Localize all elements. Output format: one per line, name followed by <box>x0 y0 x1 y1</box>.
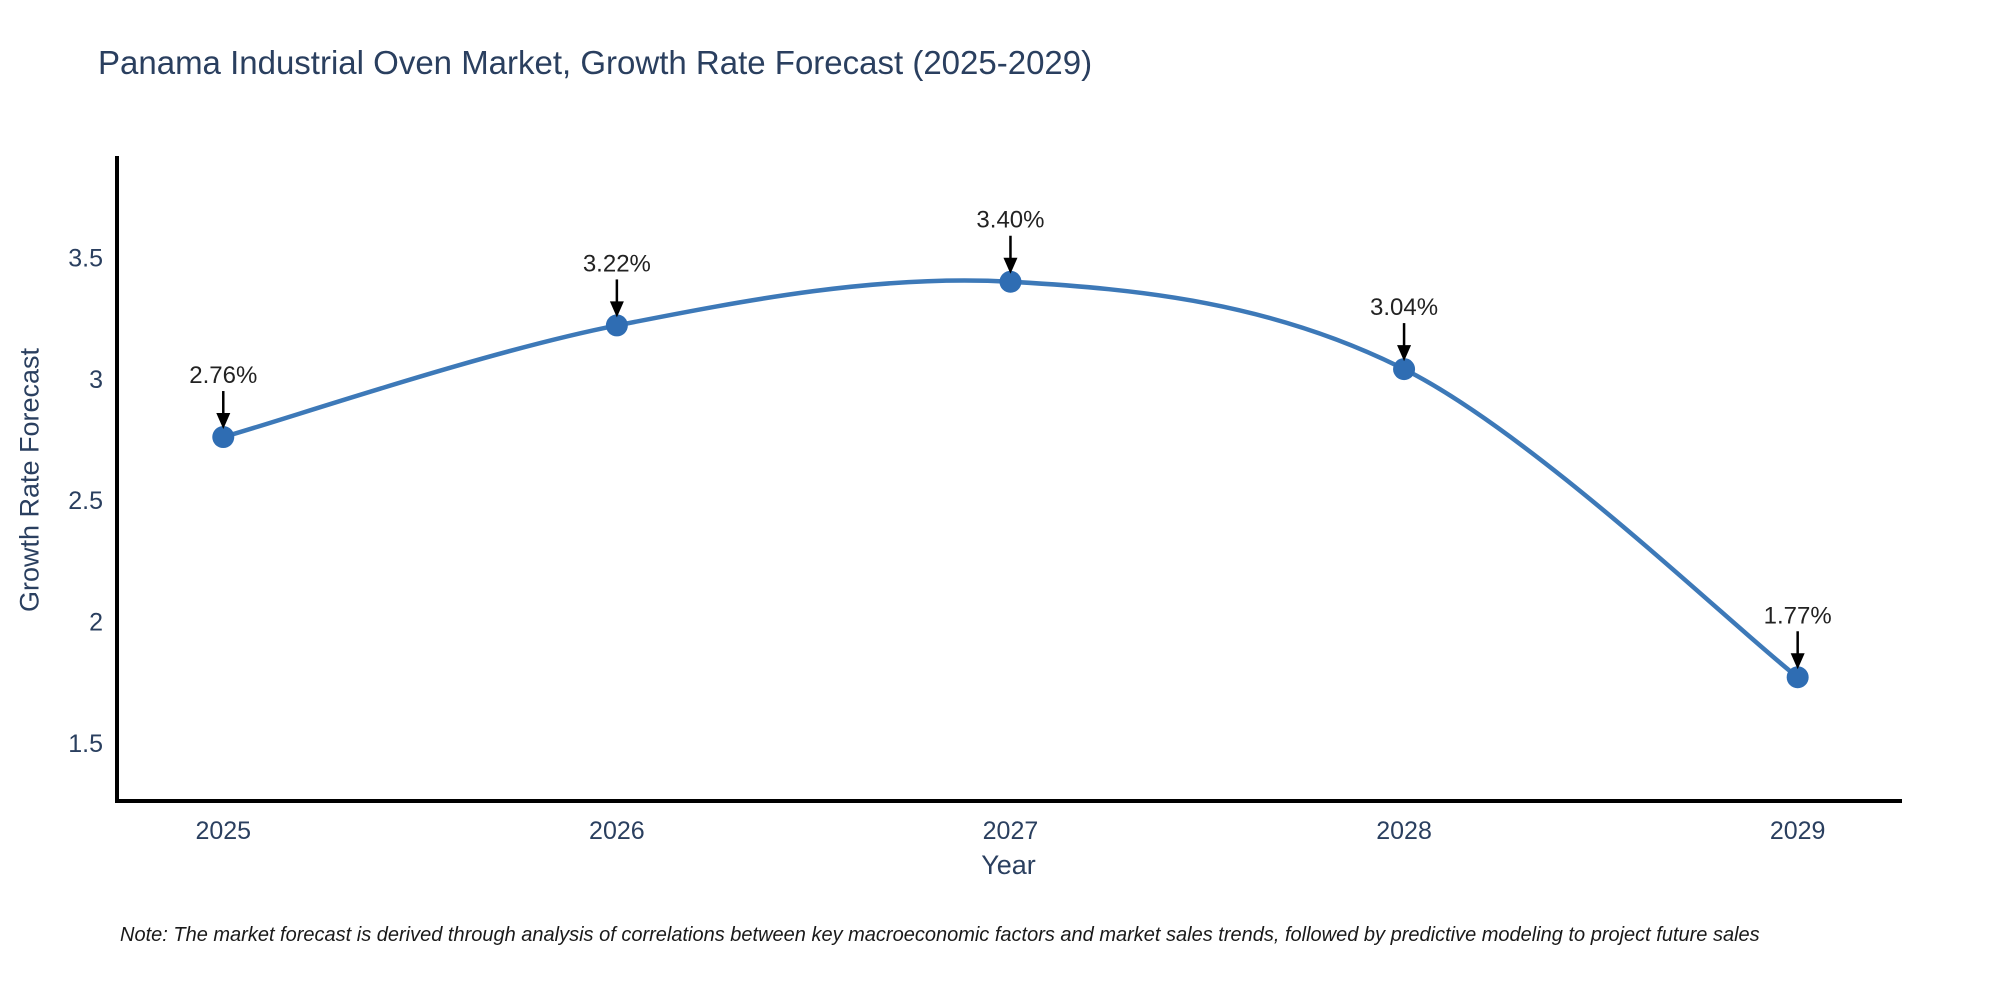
y-tick-label: 2.5 <box>68 487 103 515</box>
y-tick-label: 2 <box>89 608 103 636</box>
annotations: 2.76% 3.22% 3.40% 3.04% 1.77% <box>189 207 1832 670</box>
footnote: Note: The market forecast is derived thr… <box>120 924 1760 946</box>
x-tick-label: 2027 <box>983 817 1039 845</box>
annotation-arrowhead <box>1790 653 1805 670</box>
data-point-markers <box>212 270 1809 689</box>
annotation: 3.04% <box>1370 294 1438 362</box>
chart-title: Panama Industrial Oven Market, Growth Ra… <box>98 44 1093 81</box>
annotation-label: 1.77% <box>1764 602 1832 629</box>
y-axis-ticks: 1.5 2 2.5 3 3.5 <box>68 244 103 757</box>
y-tick-label: 3 <box>89 366 103 394</box>
annotation: 3.22% <box>583 250 651 318</box>
x-tick-label: 2029 <box>1770 817 1826 845</box>
axis-lines <box>115 156 1902 803</box>
x-axis-ticks: 2025 2026 2027 2028 2029 <box>195 817 1825 845</box>
annotation-label: 3.22% <box>583 250 651 277</box>
annotation-arrowhead <box>609 301 624 318</box>
x-axis-title: Year <box>981 850 1036 880</box>
data-point-marker <box>212 426 235 449</box>
data-point-marker <box>605 314 628 337</box>
data-point-marker <box>999 270 1022 293</box>
annotation-arrowhead <box>1397 345 1412 362</box>
annotation-arrowhead <box>1003 257 1018 274</box>
x-tick-label: 2025 <box>195 817 251 845</box>
annotation: 3.40% <box>976 207 1044 274</box>
y-axis-title: Growth Rate Forecast <box>14 347 45 613</box>
annotation: 1.77% <box>1764 602 1832 670</box>
y-tick-label: 1.5 <box>68 730 103 758</box>
annotation-arrowhead <box>216 413 231 430</box>
data-point-marker <box>1393 358 1416 381</box>
annotation-label: 3.04% <box>1370 294 1438 321</box>
annotation-label: 2.76% <box>189 362 257 389</box>
data-point-marker <box>1786 666 1809 689</box>
y-tick-label: 3.5 <box>68 244 103 272</box>
annotation-label: 3.40% <box>976 207 1044 234</box>
x-tick-label: 2028 <box>1376 817 1432 845</box>
x-tick-label: 2026 <box>589 817 645 845</box>
annotation: 2.76% <box>189 362 257 430</box>
line-series-path <box>222 278 1800 680</box>
